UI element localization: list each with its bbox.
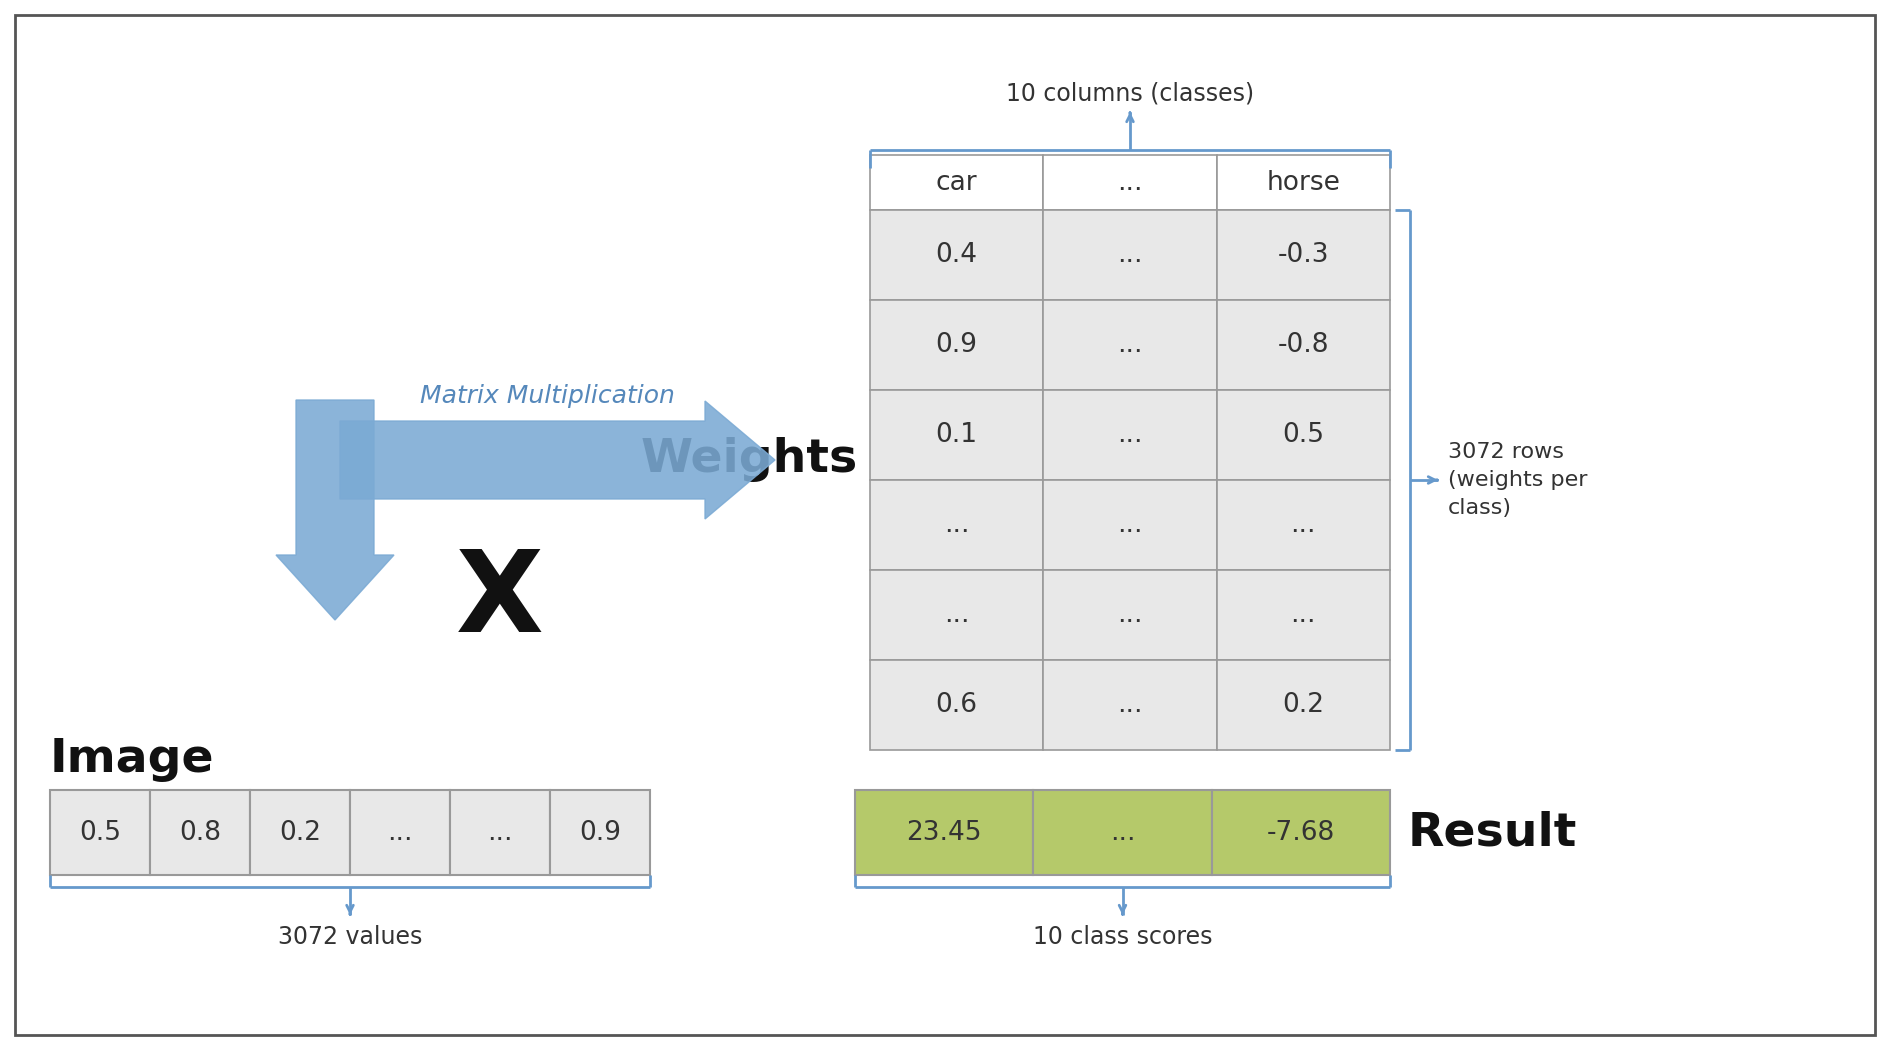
- FancyBboxPatch shape: [869, 390, 1043, 480]
- Text: 0.9: 0.9: [935, 332, 977, 358]
- Text: ...: ...: [1116, 692, 1143, 718]
- Text: ...: ...: [1109, 819, 1135, 845]
- Text: -0.3: -0.3: [1277, 242, 1328, 268]
- FancyBboxPatch shape: [1217, 660, 1388, 750]
- Text: Result: Result: [1407, 810, 1577, 855]
- Text: horse: horse: [1266, 169, 1339, 195]
- FancyBboxPatch shape: [869, 660, 1043, 750]
- FancyBboxPatch shape: [1217, 155, 1388, 210]
- Text: 0.2: 0.2: [280, 819, 321, 845]
- Text: -7.68: -7.68: [1266, 819, 1334, 845]
- FancyBboxPatch shape: [869, 480, 1043, 570]
- Text: 10 class scores: 10 class scores: [1031, 925, 1211, 949]
- FancyBboxPatch shape: [869, 570, 1043, 660]
- Text: 0.9: 0.9: [578, 819, 621, 845]
- FancyBboxPatch shape: [249, 790, 349, 875]
- FancyBboxPatch shape: [1217, 210, 1388, 300]
- FancyBboxPatch shape: [1043, 660, 1217, 750]
- Text: 0.1: 0.1: [935, 422, 977, 448]
- FancyBboxPatch shape: [869, 300, 1043, 390]
- FancyBboxPatch shape: [550, 790, 650, 875]
- FancyBboxPatch shape: [49, 790, 149, 875]
- Text: ...: ...: [943, 602, 969, 628]
- FancyBboxPatch shape: [869, 210, 1043, 300]
- Text: ...: ...: [1116, 169, 1143, 195]
- Text: ...: ...: [1116, 602, 1143, 628]
- FancyArrow shape: [340, 401, 774, 519]
- Text: X: X: [455, 545, 544, 655]
- FancyBboxPatch shape: [349, 790, 450, 875]
- FancyBboxPatch shape: [15, 15, 1874, 1035]
- FancyBboxPatch shape: [1043, 390, 1217, 480]
- Text: ...: ...: [1116, 332, 1143, 358]
- Text: 10 columns (classes): 10 columns (classes): [1005, 81, 1254, 105]
- FancyBboxPatch shape: [450, 790, 550, 875]
- Text: 0.5: 0.5: [1281, 422, 1324, 448]
- FancyBboxPatch shape: [1043, 480, 1217, 570]
- Text: 23.45: 23.45: [907, 819, 982, 845]
- FancyBboxPatch shape: [1217, 300, 1388, 390]
- FancyBboxPatch shape: [1043, 210, 1217, 300]
- FancyBboxPatch shape: [1217, 570, 1388, 660]
- FancyBboxPatch shape: [1217, 390, 1388, 480]
- Text: ...: ...: [1116, 512, 1143, 538]
- Text: 0.6: 0.6: [935, 692, 977, 718]
- FancyBboxPatch shape: [1211, 790, 1388, 875]
- Text: ...: ...: [1116, 242, 1143, 268]
- FancyBboxPatch shape: [149, 790, 249, 875]
- Text: ...: ...: [387, 819, 412, 845]
- FancyBboxPatch shape: [1043, 155, 1217, 210]
- Text: 3072 rows
(weights per
class): 3072 rows (weights per class): [1447, 442, 1587, 518]
- FancyBboxPatch shape: [1217, 480, 1388, 570]
- FancyArrow shape: [276, 400, 393, 620]
- Text: ...: ...: [1290, 512, 1315, 538]
- Text: 0.4: 0.4: [935, 242, 977, 268]
- Text: 0.8: 0.8: [179, 819, 221, 845]
- Text: ...: ...: [1116, 422, 1143, 448]
- Text: car: car: [935, 169, 977, 195]
- FancyBboxPatch shape: [1033, 790, 1211, 875]
- Text: Matrix Multiplication: Matrix Multiplication: [419, 384, 674, 408]
- FancyBboxPatch shape: [869, 155, 1043, 210]
- Text: 0.5: 0.5: [79, 819, 121, 845]
- Text: Image: Image: [49, 737, 213, 782]
- Text: 3072 values: 3072 values: [278, 925, 421, 949]
- FancyBboxPatch shape: [1043, 300, 1217, 390]
- Text: ...: ...: [487, 819, 512, 845]
- Text: -0.8: -0.8: [1277, 332, 1328, 358]
- Text: Weights: Weights: [640, 438, 858, 483]
- Text: ...: ...: [1290, 602, 1315, 628]
- FancyBboxPatch shape: [1043, 570, 1217, 660]
- Text: 0.2: 0.2: [1281, 692, 1324, 718]
- FancyBboxPatch shape: [854, 790, 1033, 875]
- Text: ...: ...: [943, 512, 969, 538]
